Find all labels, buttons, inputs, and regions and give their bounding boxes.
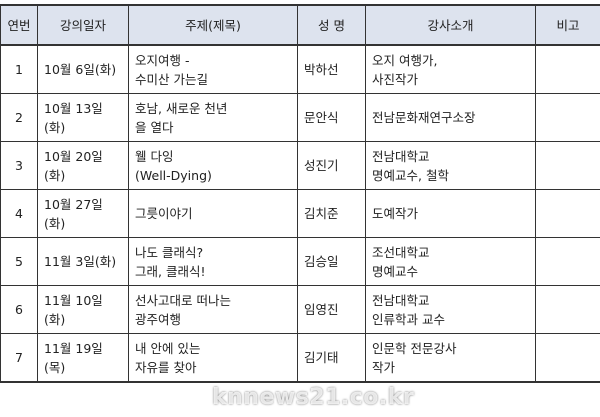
cell-no: 5	[0, 237, 38, 286]
cell-topic: 웰 다잉 (Well-Dying)	[128, 141, 298, 190]
cell-name: 김승일	[297, 237, 366, 286]
cell-no: 4	[0, 189, 38, 238]
cell-name: 박하선	[297, 44, 366, 94]
cell-intro: 전남문화재연구소장	[365, 93, 536, 142]
cell-date: 10월 20일(화)	[37, 141, 129, 190]
cell-topic: 호남, 새로운 천년 을 열다	[128, 93, 298, 142]
header-topic: 주제(제목)	[128, 4, 298, 46]
cell-date: 10월 6일(화)	[37, 44, 129, 94]
cell-topic: 선사고대로 떠나는 광주여행	[128, 285, 298, 334]
cell-intro: 전남대학교 명예교수, 철학	[365, 141, 536, 190]
table-row: 5 11월 3일(화) 나도 클래식? 그래, 클래식! 김승일 조선대학교 명예교수	[0, 237, 600, 286]
header-note: 비고	[535, 4, 600, 46]
cell-date: 11월 19일(목)	[37, 333, 129, 383]
header-date: 강의일자	[37, 4, 129, 46]
cell-intro: 오지 여행가, 사진작가	[365, 44, 536, 94]
cell-note	[535, 189, 600, 238]
header-intro: 강사소개	[365, 4, 536, 46]
cell-date: 10월 13일(화)	[37, 93, 129, 142]
lecture-schedule-table: 연번 강의일자 주제(제목) 성 명 강사소개 비고 1 10월 6일(화) 오지여…	[0, 4, 600, 383]
cell-no: 6	[0, 285, 38, 334]
cell-no: 7	[0, 333, 38, 383]
cell-note	[535, 237, 600, 286]
table-row: 3 10월 20일(화) 웰 다잉 (Well-Dying) 성진기 전남대학교 명예교…	[0, 141, 600, 190]
cell-topic: 나도 클래식? 그래, 클래식!	[128, 237, 298, 286]
cell-topic: 내 안에 있는 자유를 찾아	[128, 333, 298, 383]
watermark: knnews21.co.kr	[212, 385, 415, 410]
table-row: 6 11월 10일(화) 선사고대로 떠나는 광주여행 임영진 전남대학교 인류학과 교…	[0, 285, 600, 334]
header-name: 성 명	[297, 4, 366, 46]
table-row: 7 11월 19일(목) 내 안에 있는 자유를 찾아 김기태 인문학 전문강사 작가	[0, 333, 600, 383]
cell-name: 김기태	[297, 333, 366, 383]
table-row: 1 10월 6일(화) 오지여행 - 수미산 가는길 박하선 오지 여행가, 사진작가	[0, 44, 600, 94]
cell-note	[535, 93, 600, 142]
cell-no: 3	[0, 141, 38, 190]
cell-topic: 오지여행 - 수미산 가는길	[128, 44, 298, 94]
cell-date: 10월 27일(화)	[37, 189, 129, 238]
cell-intro: 전남대학교 인류학과 교수	[365, 285, 536, 334]
cell-topic: 그릇이야기	[128, 189, 298, 238]
cell-name: 성진기	[297, 141, 366, 190]
cell-intro: 인문학 전문강사 작가	[365, 333, 536, 383]
cell-date: 11월 10일(화)	[37, 285, 129, 334]
cell-note	[535, 333, 600, 383]
cell-name: 임영진	[297, 285, 366, 334]
cell-intro: 조선대학교 명예교수	[365, 237, 536, 286]
table-row: 4 10월 27일(화) 그릇이야기 김치준 도예작가	[0, 189, 600, 238]
cell-intro: 도예작가	[365, 189, 536, 238]
header-row: 연번 강의일자 주제(제목) 성 명 강사소개 비고	[0, 4, 600, 46]
cell-note	[535, 141, 600, 190]
cell-note	[535, 44, 600, 94]
cell-no: 1	[0, 44, 38, 94]
cell-note	[535, 285, 600, 334]
cell-date: 11월 3일(화)	[37, 237, 129, 286]
cell-no: 2	[0, 93, 38, 142]
table-row: 2 10월 13일(화) 호남, 새로운 천년 을 열다 문안식 전남문화재연구소장	[0, 93, 600, 142]
cell-name: 김치준	[297, 189, 366, 238]
header-no: 연번	[0, 4, 38, 46]
cell-name: 문안식	[297, 93, 366, 142]
